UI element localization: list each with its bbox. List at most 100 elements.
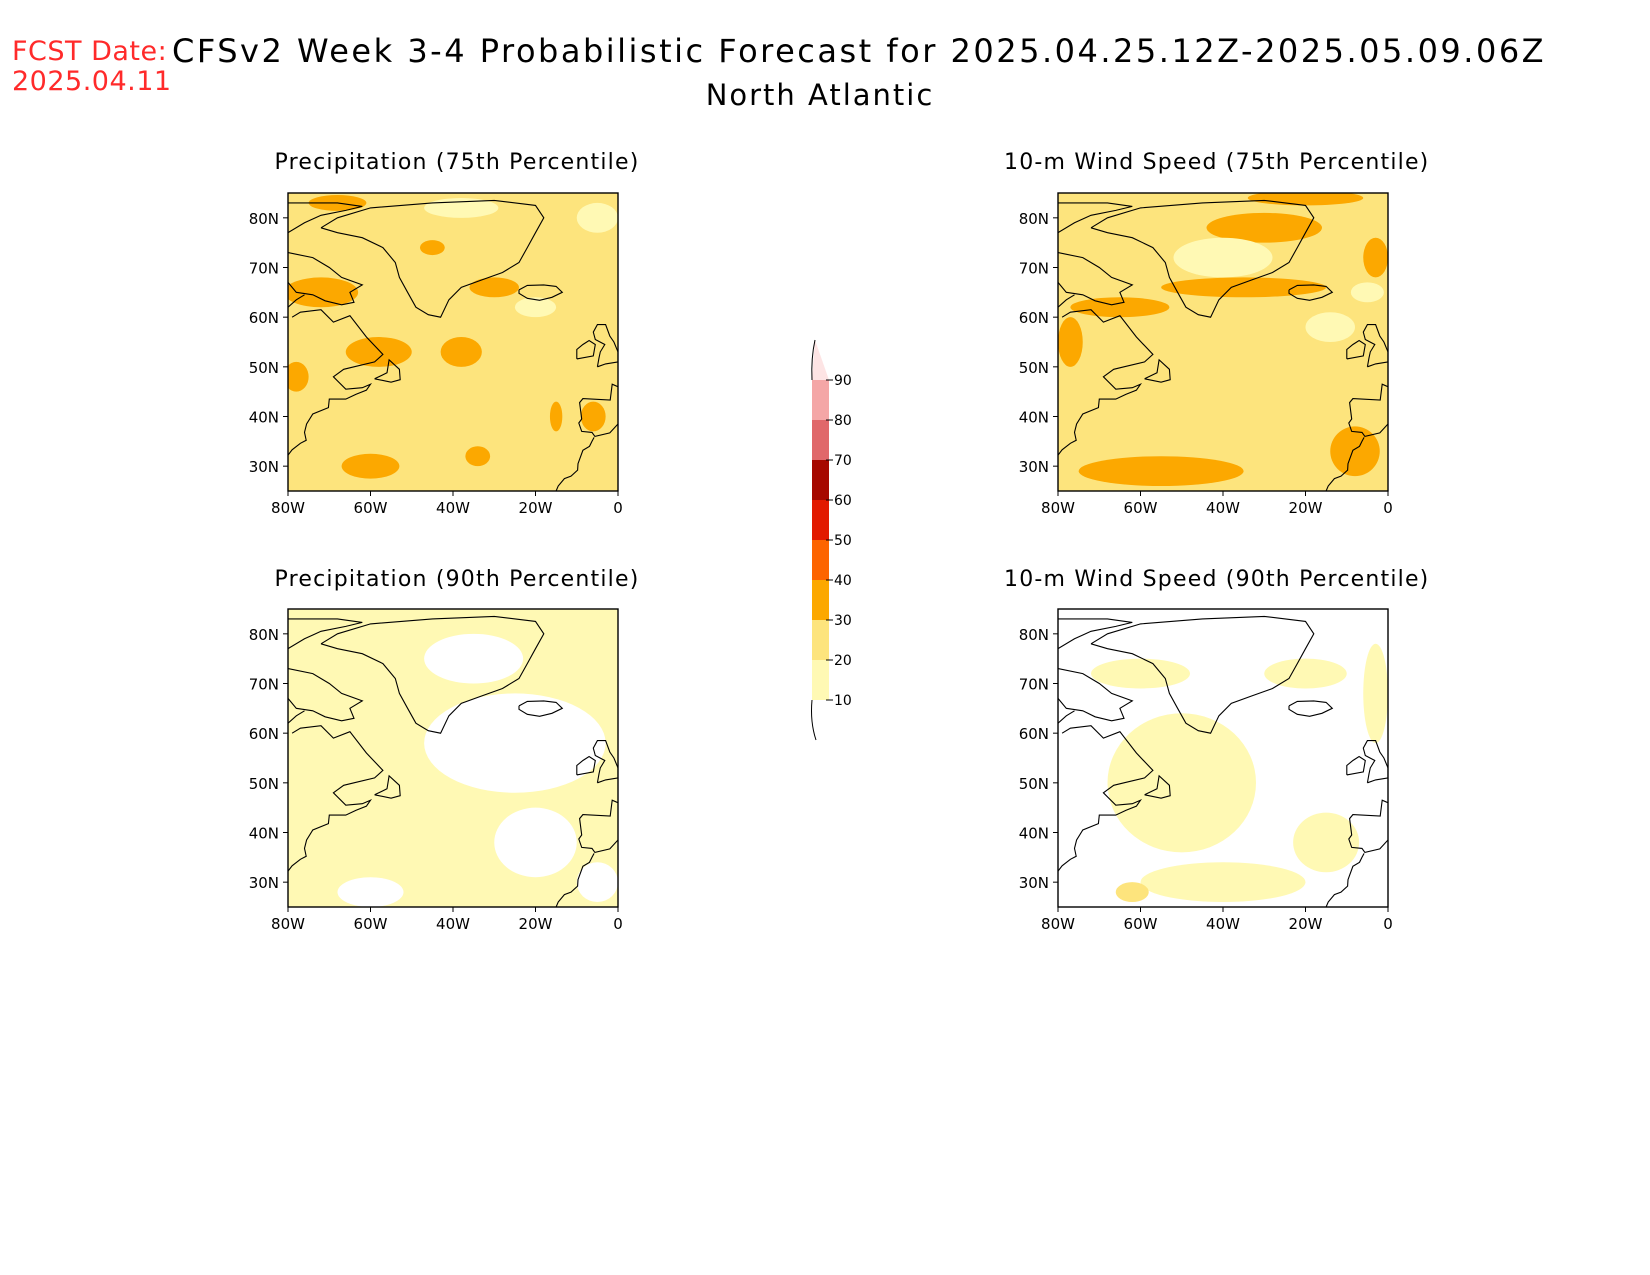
colorbar-lower-edge — [811, 699, 817, 741]
probability-contour — [424, 633, 524, 684]
coastline-segment — [374, 774, 401, 799]
coastline-segment — [1348, 799, 1388, 854]
probability-contour — [288, 277, 359, 308]
probability-contour — [465, 446, 491, 467]
colorbar-segment — [812, 660, 829, 700]
coastline-segment — [374, 358, 401, 383]
lon-tick-label: 20W — [1289, 499, 1323, 517]
map-plot-area — [1058, 193, 1388, 491]
colorbar-label: 30 — [834, 613, 852, 629]
lon-tick-label: 40W — [1206, 499, 1240, 517]
coastline-segment — [578, 383, 618, 438]
probability-contour — [469, 277, 519, 298]
lat-tick-label: 70N — [1019, 676, 1049, 694]
lat-tick-label: 60N — [249, 725, 279, 743]
coastline-segment — [1288, 700, 1334, 717]
coastline-segment — [592, 740, 618, 784]
coastline-segment — [1058, 294, 1075, 308]
colorbar-label: 40 — [834, 573, 852, 589]
coastline-segment — [576, 339, 596, 360]
lat-tick-label: 70N — [249, 260, 279, 278]
coastline-segment — [288, 725, 384, 872]
coastline — [1058, 199, 1388, 491]
probability-contour — [576, 862, 618, 903]
map-wind-75: 80W 60W 40W 20W 0 30N 40N 50N 60N 70N 80N — [1019, 192, 1393, 517]
colorbar-lower-cap — [812, 700, 829, 740]
probability-contour — [1161, 277, 1327, 298]
lat-tick-label: 40N — [1019, 825, 1049, 843]
probability-contour — [337, 877, 404, 907]
panel-title-wind-75: 10-m Wind Speed (75th Percentile) — [1004, 150, 1430, 175]
coastline-segment — [518, 284, 564, 301]
coastline-segment — [1325, 437, 1365, 491]
probability-contour — [1305, 312, 1355, 342]
colorbar-segment — [812, 540, 829, 580]
probability-contour — [1058, 317, 1083, 367]
lon-tick-label: 80W — [1041, 915, 1075, 933]
coastline-segment — [1058, 710, 1075, 724]
coastline-segment — [1058, 309, 1154, 456]
lat-tick-label: 30N — [1019, 458, 1049, 476]
map-plot-area — [288, 193, 618, 491]
probability-contour — [424, 693, 606, 793]
lon-tick-label: 60W — [354, 915, 388, 933]
coastline-segment — [1144, 774, 1171, 799]
colorbar-segment — [812, 620, 829, 660]
region-subtitle: North Atlantic — [705, 78, 935, 112]
colorbar-upper-cap — [812, 340, 829, 380]
lon-tick-label: 60W — [354, 499, 388, 517]
coastline — [288, 615, 618, 907]
probability-contour — [514, 297, 557, 318]
coastline-segment — [1346, 755, 1366, 776]
lon-tick-label: 80W — [271, 915, 305, 933]
probability-contour — [1070, 297, 1170, 318]
lon-tick-label: 80W — [1041, 499, 1075, 517]
coastline-segment — [592, 324, 618, 368]
lon-tick-label: 80W — [271, 499, 305, 517]
coastline-segment — [1325, 853, 1365, 907]
coastline-segment — [1346, 339, 1366, 360]
lat-tick-label: 30N — [249, 458, 279, 476]
probability-contour — [576, 202, 618, 233]
coastline-segment — [1362, 740, 1388, 784]
probability-contour — [1330, 426, 1380, 477]
probability-contour — [1078, 456, 1244, 487]
coastline-segment — [1144, 358, 1171, 383]
probability-contour — [1363, 237, 1388, 278]
probability-contour — [341, 453, 400, 479]
lon-tick-label: 20W — [519, 499, 553, 517]
probability-contour — [1140, 862, 1306, 903]
lat-tick-label: 40N — [249, 825, 279, 843]
map-wind-90: 80W 60W 40W 20W 0 30N 40N 50N 60N 70N 80N — [1019, 608, 1393, 933]
coastline — [288, 199, 618, 491]
probability-contour — [440, 337, 482, 367]
coastline-segment — [1348, 383, 1388, 438]
probability-contour — [494, 807, 577, 878]
coastline-segment — [320, 199, 545, 318]
lat-tick-label: 60N — [249, 309, 279, 327]
coastline-segment — [288, 668, 364, 722]
map-precip-90: 80W 60W 40W 20W 0 30N 40N 50N 60N 70N 80N — [249, 608, 623, 933]
lon-tick-label: 20W — [519, 915, 553, 933]
lon-tick-label: 40W — [436, 499, 470, 517]
probability-contour — [1115, 882, 1149, 903]
map-precip-75: 80W 60W 40W 20W 0 30N 40N 50N 60N 70N 80N — [249, 192, 623, 517]
probability-contour — [1350, 282, 1384, 303]
colorbar-segment — [812, 580, 829, 620]
probability-contour — [1107, 713, 1256, 853]
coastline-segment — [555, 437, 595, 491]
lon-tick-label: 0 — [613, 499, 623, 517]
fcst-date-value: 2025.04.11 — [12, 66, 172, 97]
panel-title-precip-90: Precipitation (90th Percentile) — [274, 567, 640, 592]
panel-title-wind-90: 10-m Wind Speed (90th Percentile) — [1004, 567, 1430, 592]
coastline-segment — [578, 799, 618, 854]
probability-contour — [345, 337, 412, 367]
coastline-segment — [1090, 615, 1315, 734]
coastline-segment — [1362, 324, 1388, 368]
colorbar-label: 60 — [834, 493, 852, 509]
lat-tick-label: 30N — [249, 874, 279, 892]
lat-tick-label: 30N — [1019, 874, 1049, 892]
probability-contour — [1293, 812, 1360, 873]
lat-tick-label: 60N — [1019, 725, 1049, 743]
coastline-segment — [1288, 284, 1334, 301]
